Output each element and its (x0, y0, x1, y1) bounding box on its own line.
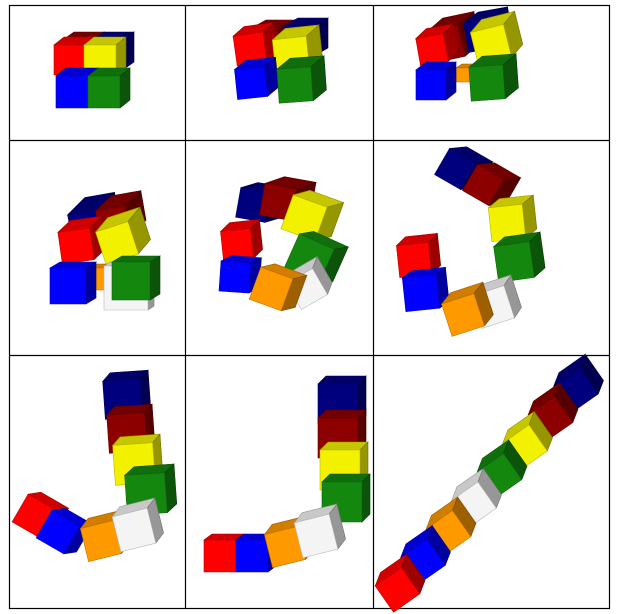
cubelet-front-face (49, 267, 87, 305)
cubelet-red (57, 215, 107, 265)
cubelet-front-face (293, 513, 339, 559)
cubelet-green (110, 255, 162, 301)
cubelet-white (293, 503, 346, 559)
cubelet-front-face (111, 261, 151, 301)
cubelet-blue (401, 266, 450, 313)
cubelet-front-face (234, 66, 268, 100)
cubelet-green (275, 55, 327, 104)
cubelet-white (111, 497, 164, 553)
cubelet-front-face (218, 260, 252, 294)
cubelet-front-face (441, 293, 485, 337)
cubelet-green (87, 67, 131, 109)
cubelet-front-face (415, 33, 449, 67)
cubelet-yellow (280, 190, 345, 242)
cubelet-green (492, 231, 546, 283)
cubelet-side-face (149, 255, 161, 301)
cubelet-front-face (235, 539, 269, 573)
panel-step-5 (218, 176, 350, 312)
cubelet-orange (248, 263, 308, 312)
cubelet-front-face (434, 148, 476, 190)
cubelet-front-face (111, 507, 157, 553)
panel-step-4 (48, 190, 162, 311)
cubelet-darkred (462, 162, 522, 206)
cubelet-front-face (57, 227, 95, 265)
grid-border (8, 4, 611, 610)
cubelet-front-face (374, 567, 421, 613)
cubelet-front-face (80, 520, 122, 562)
cubelet-red (219, 218, 263, 262)
cubelet-front-face (493, 241, 535, 283)
cubelet-front-face (203, 539, 237, 573)
cubelet-front-face (55, 75, 89, 109)
panel-step-2 (232, 17, 330, 104)
cubelet-blue (48, 261, 98, 305)
cubelet-yellow (94, 206, 151, 265)
cubelet-front-face (276, 66, 314, 104)
cubelet-side-face (85, 261, 97, 305)
cubelet-blue (233, 56, 279, 100)
cubelet-red (374, 553, 426, 613)
cubelet-front-face (264, 526, 306, 568)
cubelet-front-face (35, 509, 81, 555)
cubelet-front-face (415, 69, 447, 101)
cubelet-blue (415, 61, 457, 101)
cubelet-red (414, 23, 459, 67)
cubelet-red (395, 232, 442, 278)
panel-step-9 (374, 353, 604, 613)
panel-step-8 (203, 375, 371, 573)
panel-step-7 (11, 369, 178, 562)
panel-step-1 (53, 31, 135, 109)
panel-grid (8, 4, 611, 610)
cubelet-green (467, 53, 519, 102)
cubelet-front-face (455, 67, 471, 83)
cubelet-side-face (361, 473, 371, 523)
panels (11, 6, 604, 613)
cubelet-front-face (248, 266, 294, 312)
cubelet-front-face (87, 75, 121, 109)
cubelet-front-face (401, 273, 441, 313)
cubelet-front-face (95, 221, 139, 265)
cubelet-front-face (462, 164, 504, 206)
cubelet-front-face (468, 64, 506, 102)
panel-step-6 (395, 146, 546, 337)
cubelet-orange (440, 281, 494, 337)
panel-step-3 (414, 6, 524, 102)
